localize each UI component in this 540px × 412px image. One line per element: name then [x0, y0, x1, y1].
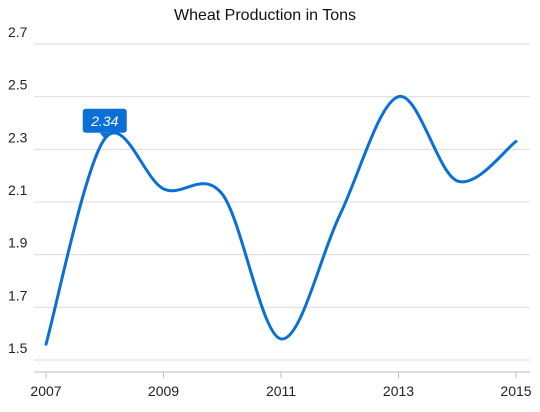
gridlines [34, 43, 530, 361]
tooltip-pointer [99, 132, 110, 139]
x-tick-label: 2013 [383, 383, 414, 399]
x-tick-label: 2015 [500, 383, 531, 399]
y-tick-label: 2.5 [8, 77, 28, 93]
tooltip: 2.34 [82, 108, 127, 139]
y-axis: 1.5 1.7 1.9 2.1 2.3 2.5 2.7 [8, 24, 28, 356]
x-axis: 2007 2009 2011 2013 2015 [30, 371, 532, 399]
y-tick-label: 1.7 [8, 287, 28, 303]
y-tick-label: 2.3 [8, 129, 28, 145]
series-layer [44, 95, 518, 346]
series-line [44, 95, 518, 346]
y-tick-label: 1.9 [8, 235, 28, 251]
y-tick-label: 2.1 [8, 182, 28, 198]
x-tick-label: 2007 [30, 383, 61, 399]
tooltip-label: 2.34 [90, 113, 118, 129]
x-tick-label: 2011 [266, 383, 296, 399]
tooltip-box [82, 108, 127, 133]
y-tick-label: 1.5 [8, 340, 28, 356]
x-tick-label: 2009 [148, 383, 179, 399]
y-tick-label: 2.7 [8, 24, 28, 40]
chart-title: Wheat Production in Tons [174, 7, 356, 24]
